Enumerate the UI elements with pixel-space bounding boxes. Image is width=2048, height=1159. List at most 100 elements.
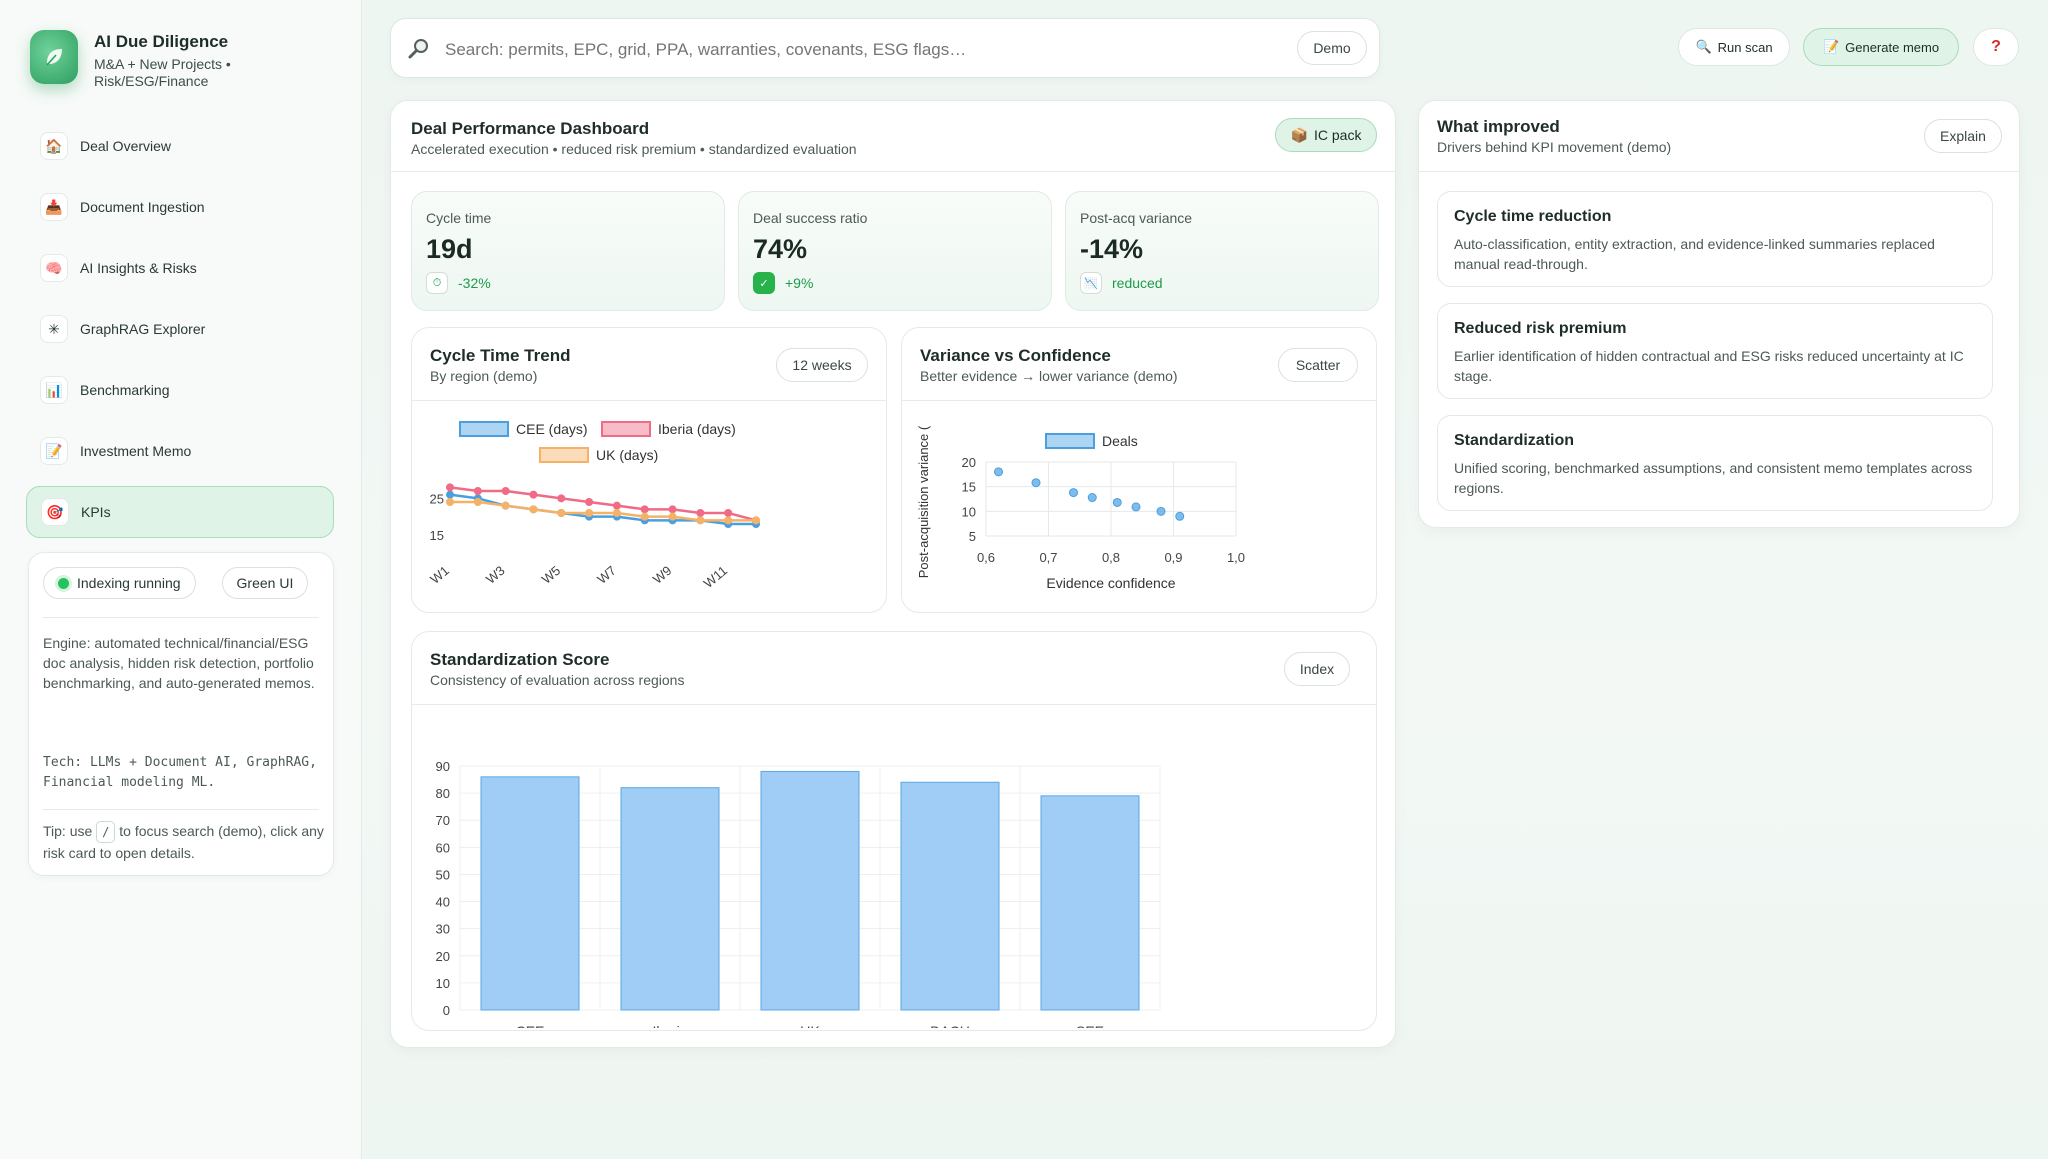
kpi-cycle-time: Cycle time 19d ⏱ -32% xyxy=(411,191,725,311)
legend-swatch xyxy=(601,421,651,437)
sidebar-item-label: GraphRAG Explorer xyxy=(80,321,206,337)
status-dot-icon xyxy=(58,577,69,589)
scatter-point xyxy=(994,467,1003,477)
sidebar-item-investment-memo[interactable]: 📝 Investment Memo xyxy=(26,425,334,477)
data-point xyxy=(668,505,677,514)
x-tick-label: Iberia xyxy=(652,1023,687,1028)
data-point xyxy=(501,487,510,495)
y-tick-label: 5 xyxy=(969,529,976,544)
range-12-weeks-chip[interactable]: 12 weeks xyxy=(776,348,868,382)
variance-confidence-card: Variance vs Confidence Better evidence →… xyxy=(901,327,1377,613)
sidebar: AI Due Diligence M&A + New Projects • Ri… xyxy=(0,0,362,1159)
brand-title: AI Due Diligence xyxy=(94,32,229,51)
kpi-delta: reduced xyxy=(1112,275,1163,291)
std-title: Standardization Score xyxy=(430,650,610,669)
x-tick-label: 0,8 xyxy=(1102,550,1120,565)
trend-title: Cycle Time Trend xyxy=(430,346,571,365)
sidebar-item-deal-overview[interactable]: 🏠 Deal Overview xyxy=(26,120,334,172)
sidebar-item-label: KPIs xyxy=(81,504,111,520)
improved-subtitle: Drivers behind KPI movement (demo) xyxy=(1437,139,1672,155)
std-subtitle: Consistency of evaluation across regions xyxy=(430,672,685,688)
data-point xyxy=(473,487,482,495)
theme-toggle-pill[interactable]: Green UI xyxy=(221,567,309,599)
indexing-status-label: Indexing running xyxy=(77,575,181,591)
data-point xyxy=(557,494,566,503)
sidebar-nav: 🏠 Deal Overview 📥 Document Ingestion 🧠 A… xyxy=(26,120,334,547)
data-point xyxy=(585,509,594,517)
data-point xyxy=(446,490,454,499)
x-tick-label: SEE xyxy=(1076,1023,1104,1028)
y-tick-label: 20 xyxy=(962,455,976,470)
search-icon: 🔍 xyxy=(1695,39,1712,54)
network-icon: ✳ xyxy=(40,315,68,343)
y-tick-label: 20 xyxy=(436,949,450,964)
y-tick-label: 80 xyxy=(436,786,450,801)
divider xyxy=(1419,171,2019,172)
target-icon: 🎯 xyxy=(41,498,69,526)
divider xyxy=(43,617,319,618)
improvement-title: Standardization xyxy=(1454,432,1575,449)
scatter-title: Variance vs Confidence xyxy=(920,346,1111,365)
sidebar-item-benchmarking[interactable]: 📊 Benchmarking xyxy=(26,364,334,416)
x-tick-label: 0,7 xyxy=(1039,550,1057,565)
scatter-chip[interactable]: Scatter xyxy=(1278,348,1358,382)
explain-button[interactable]: Explain xyxy=(1924,119,2002,153)
sidebar-item-ai-insights[interactable]: 🧠 AI Insights & Risks xyxy=(26,242,334,294)
y-tick-label: 25 xyxy=(430,491,444,506)
kpi-label: Post-acq variance xyxy=(1080,210,1193,226)
sidebar-item-kpis[interactable]: 🎯 KPIs xyxy=(26,486,334,538)
slash-key: / xyxy=(96,821,116,843)
trend-down-icon: 📉 xyxy=(1080,272,1102,294)
help-button[interactable]: ? xyxy=(1973,28,2019,66)
data-point xyxy=(446,498,454,506)
legend-swatch xyxy=(459,421,509,437)
y-tick-label: 10 xyxy=(962,504,976,519)
improved-title: What improved xyxy=(1437,117,1560,136)
indexing-status-pill[interactable]: Indexing running xyxy=(43,567,196,599)
brand-subtitle: M&A + New Projects • Risk/ESG/Finance xyxy=(94,56,231,89)
x-tick-label: W1 xyxy=(427,563,452,587)
tip-prefix: Tip: use xyxy=(43,823,93,839)
scatter-point xyxy=(1087,493,1097,503)
legend-label: CEE (days) xyxy=(516,421,588,437)
y-tick-label: 15 xyxy=(962,480,976,495)
improvement-item[interactable]: Cycle time reduction Auto-classification… xyxy=(1437,191,1993,287)
series-line xyxy=(450,500,756,522)
improvement-title: Cycle time reduction xyxy=(1454,208,1612,225)
improvement-body: Unified scoring, benchmarked assumptions… xyxy=(1454,460,1973,496)
legend-swatch xyxy=(539,447,589,463)
ic-pack-label: IC pack xyxy=(1313,127,1362,143)
improvement-item[interactable]: Reduced risk premium Earlier identificat… xyxy=(1437,303,1993,399)
checkmark-icon: ✓ xyxy=(753,272,775,294)
sidebar-item-graphrag-explorer[interactable]: ✳ GraphRAG Explorer xyxy=(26,303,334,355)
improvement-title: Reduced risk premium xyxy=(1454,320,1627,337)
standardization-bar-chart: 0 10 20 30 40 50 60 70 80 90 CEE Iberia UK DACH SEE xyxy=(436,759,1161,1028)
cycle-time-trend-card: Cycle Time Trend By region (demo) 12 wee… xyxy=(411,327,887,613)
sidebar-item-label: AI Insights & Risks xyxy=(80,260,197,276)
sidebar-item-document-ingestion[interactable]: 📥 Document Ingestion xyxy=(26,181,334,233)
data-point xyxy=(752,516,760,525)
run-scan-button[interactable]: 🔍 Run scan xyxy=(1678,28,1790,66)
y-tick-label: 70 xyxy=(436,813,450,828)
data-point xyxy=(668,512,677,521)
x-tick-label: W5 xyxy=(539,563,564,587)
search-bar[interactable]: Demo xyxy=(390,18,1380,78)
x-tick-label: CEE xyxy=(516,1023,545,1028)
ic-pack-button[interactable]: 📦 IC pack xyxy=(1275,118,1377,152)
kpi-label: Deal success ratio xyxy=(753,210,868,226)
legend-label: Iberia (days) xyxy=(658,421,736,437)
divider xyxy=(902,400,1376,401)
kpi-deal-success: Deal success ratio 74% ✓ +9% xyxy=(738,191,1052,311)
x-tick-label: W9 xyxy=(650,563,675,587)
index-chip[interactable]: Index xyxy=(1284,652,1350,686)
search-input[interactable] xyxy=(443,35,1267,65)
y-tick-label: 10 xyxy=(436,976,450,991)
improvement-item[interactable]: Standardization Unified scoring, benchma… xyxy=(1437,415,1993,511)
brain-icon: 🧠 xyxy=(40,254,68,282)
memo-icon: 📝 xyxy=(40,437,68,465)
data-point xyxy=(612,509,621,517)
generate-memo-button[interactable]: 📝 Generate memo xyxy=(1803,28,1959,66)
y-tick-label: 50 xyxy=(436,867,450,882)
data-point xyxy=(446,483,454,492)
data-point xyxy=(473,498,482,506)
